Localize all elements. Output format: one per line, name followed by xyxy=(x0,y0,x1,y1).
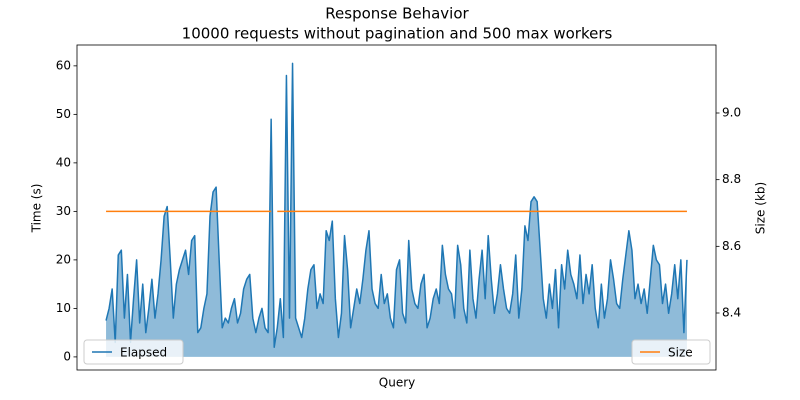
legend-label: Size xyxy=(668,346,693,360)
y2-axis-label: Size (kb) xyxy=(754,182,768,234)
y-tick-label: 60 xyxy=(56,58,71,72)
y-tick-label: 0 xyxy=(63,349,71,363)
y2-tick-label: 8.4 xyxy=(722,306,741,320)
y2-tick-label: 9.0 xyxy=(722,106,741,120)
y2-tick-label: 8.6 xyxy=(722,239,741,253)
y-axis-label: Time (s) xyxy=(30,184,44,234)
chart-subtitle: 10000 requests without pagination and 50… xyxy=(182,25,613,43)
chart-title: Response Behavior xyxy=(325,5,469,23)
legend-label: Elapsed xyxy=(120,346,167,360)
legend-box xyxy=(631,339,711,365)
y-tick-label: 40 xyxy=(56,155,71,169)
y2-tick-label: 8.8 xyxy=(722,172,741,186)
y-tick-label: 30 xyxy=(56,204,71,218)
series-line xyxy=(105,62,688,348)
x-axis-label: Query xyxy=(379,376,415,390)
y-tick-label: 50 xyxy=(56,107,71,121)
legend-box xyxy=(83,339,184,365)
plot-frame xyxy=(76,44,717,371)
y-tick-label: 10 xyxy=(56,301,71,315)
y-tick-label: 20 xyxy=(56,252,71,266)
